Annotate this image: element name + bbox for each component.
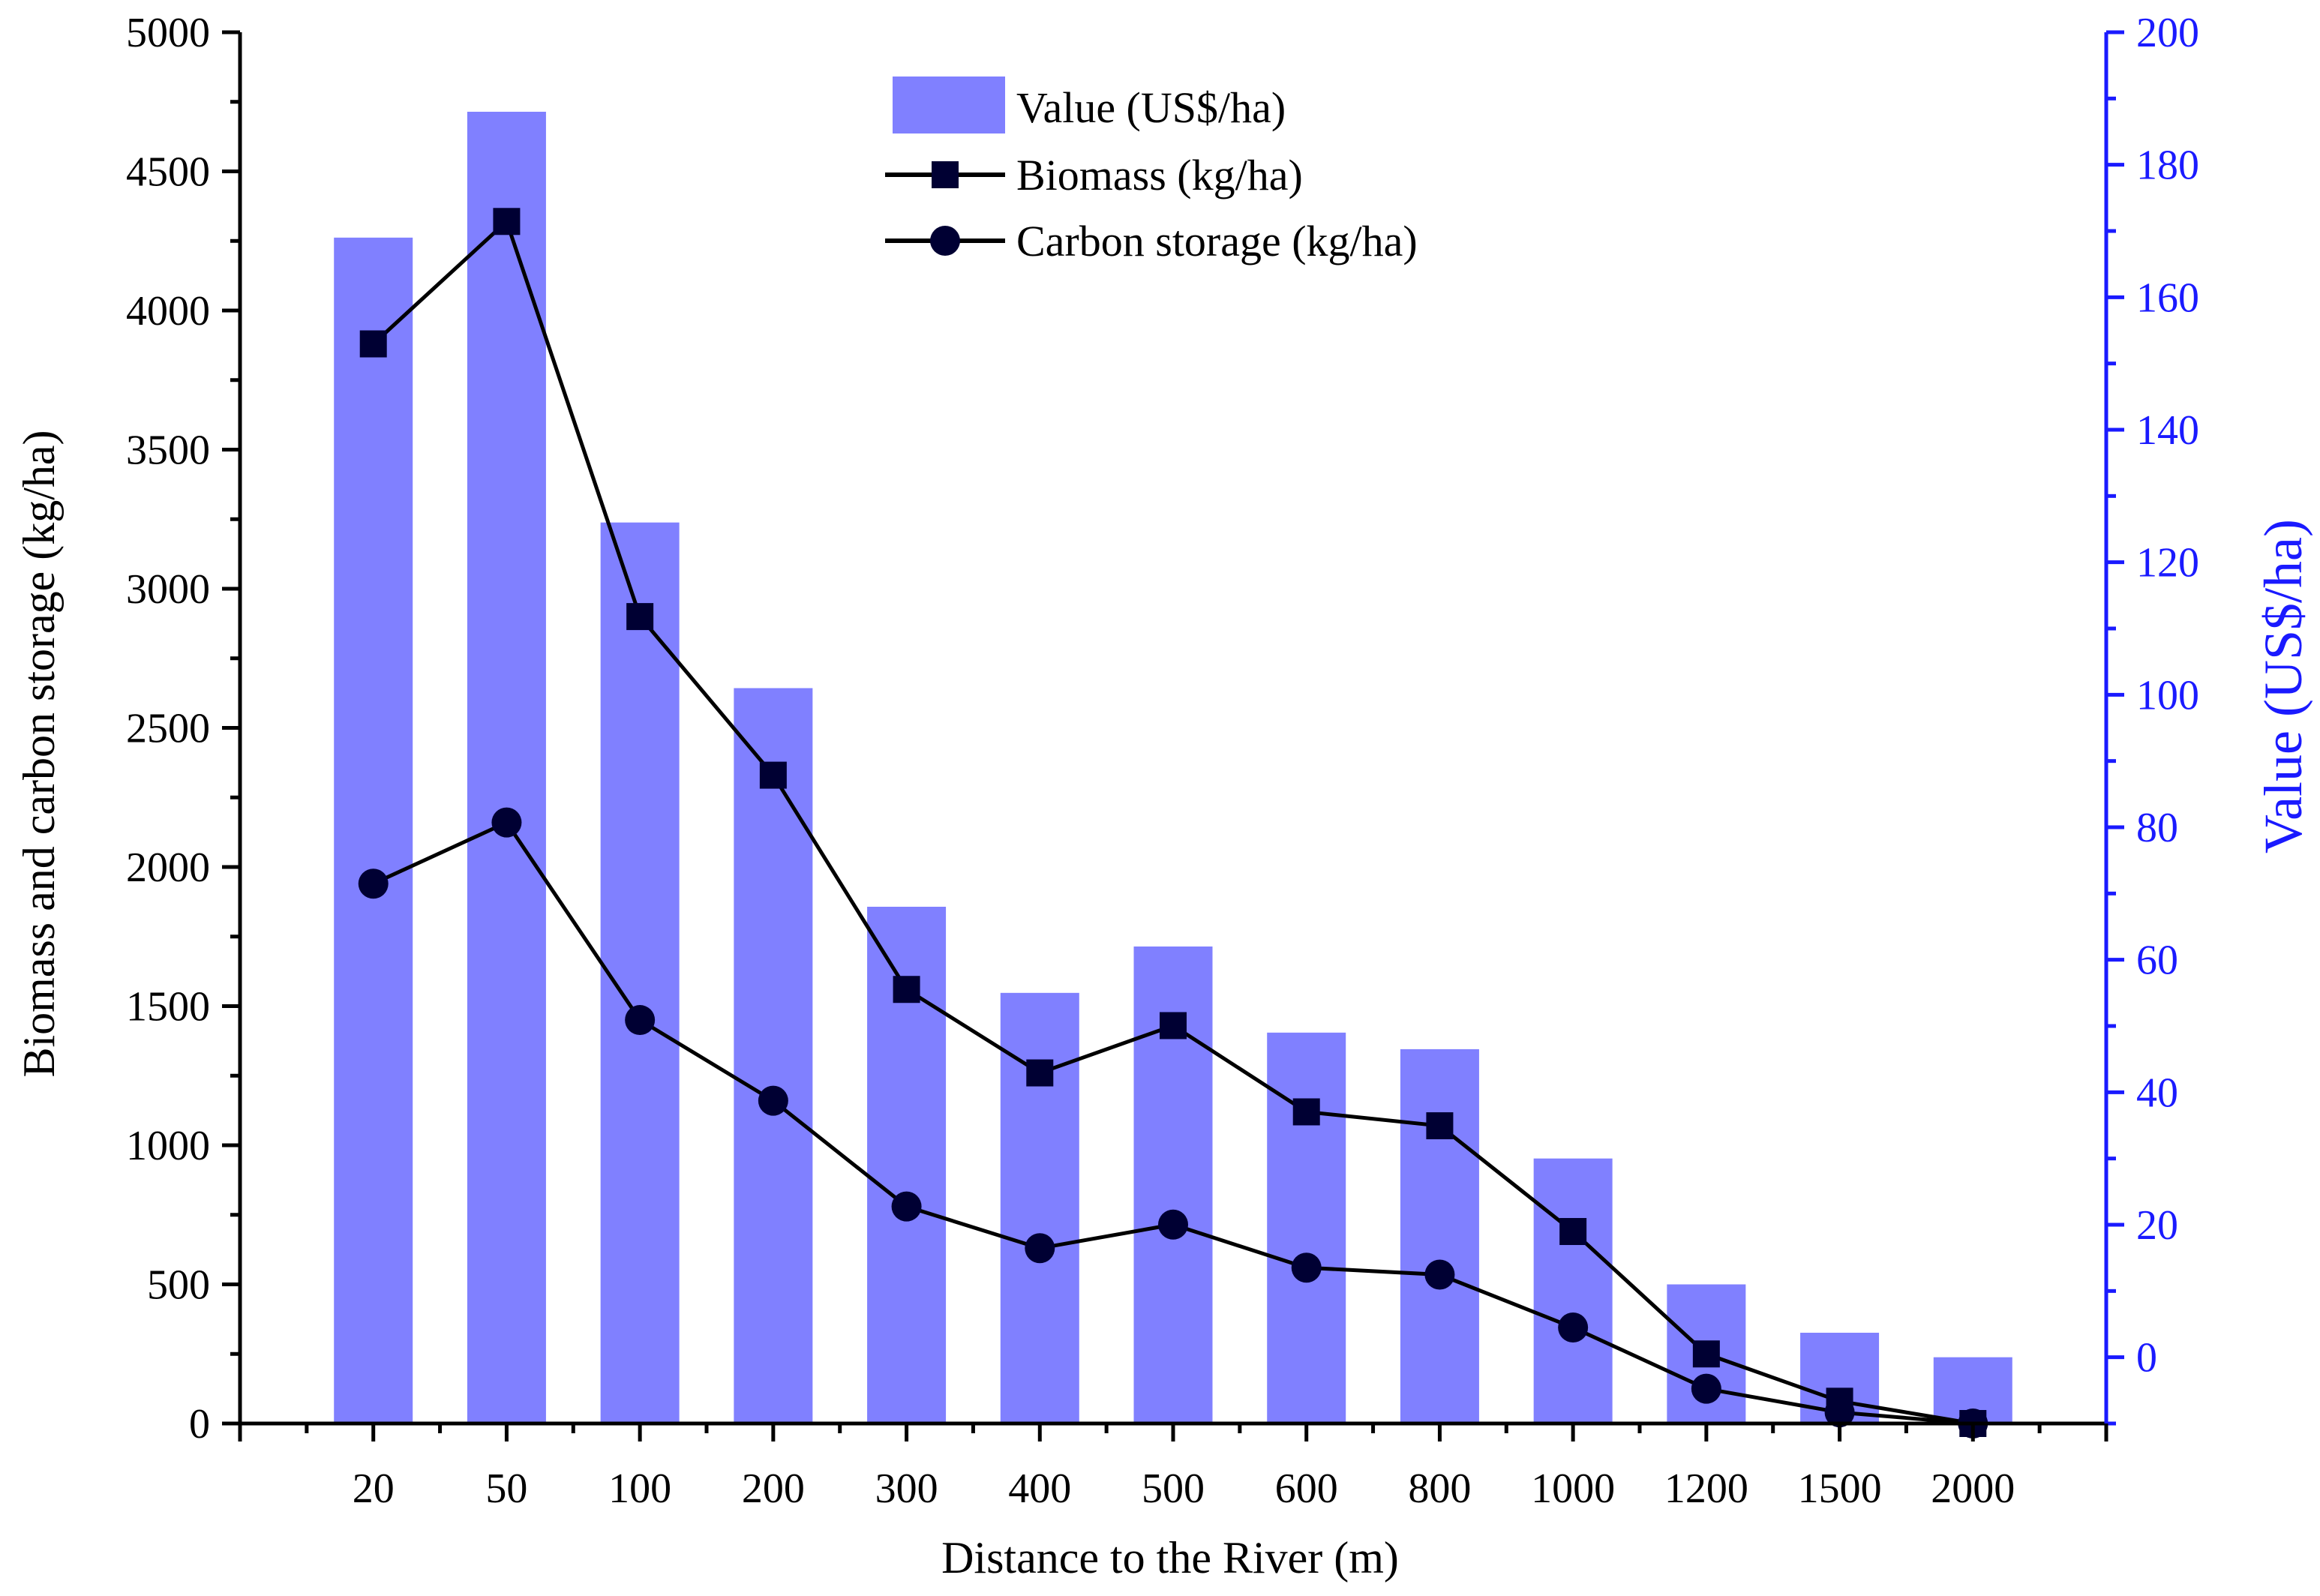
marker-carbon-1200 xyxy=(1691,1373,1721,1404)
marker-carbon-800 xyxy=(1424,1259,1455,1290)
x-tick-label: 400 xyxy=(1008,1466,1071,1512)
marker-carbon-300 xyxy=(891,1191,922,1222)
y-tick-label-left: 5000 xyxy=(126,10,210,56)
y-axis-title-right: Value (US$/ha) xyxy=(2253,519,2313,854)
y-tick-label-right: 120 xyxy=(2136,540,2199,586)
y-tick-label-left: 3000 xyxy=(126,566,210,613)
marker-biomass-1000 xyxy=(1559,1218,1587,1246)
x-tick-label: 800 xyxy=(1408,1466,1471,1512)
marker-carbon-100 xyxy=(625,1005,656,1036)
marker-biomass-20 xyxy=(359,330,387,358)
legend-swatch-value xyxy=(893,76,1005,134)
y-tick-label-left: 2000 xyxy=(126,844,210,891)
marker-carbon-20 xyxy=(358,868,389,899)
marker-biomass-100 xyxy=(626,603,654,631)
bar-value-100 xyxy=(600,522,680,1424)
y-tick-label-right: 200 xyxy=(2136,10,2199,56)
y-tick-label-left: 4500 xyxy=(126,149,210,196)
x-tick-label: 200 xyxy=(742,1466,805,1512)
marker-biomass-500 xyxy=(1160,1012,1187,1040)
bar-value-200 xyxy=(734,688,813,1424)
marker-carbon-1500 xyxy=(1824,1397,1855,1428)
x-tick-label: 1200 xyxy=(1664,1466,1748,1512)
marker-carbon-200 xyxy=(758,1085,788,1116)
legend-label-biomass: Biomass (kg/ha) xyxy=(1016,151,1303,200)
x-tick-label: 50 xyxy=(485,1466,527,1512)
bar-series xyxy=(334,112,2012,1424)
y-tick-label-left: 3500 xyxy=(126,428,210,474)
marker-carbon-400 xyxy=(1025,1233,1055,1264)
y-tick-label-right: 160 xyxy=(2136,274,2199,321)
axes: 0500100015002000250030003500400045005000… xyxy=(126,10,2199,1512)
y-tick-label-right: 180 xyxy=(2136,142,2199,189)
legend-marker-biomass xyxy=(932,161,959,188)
legend-label-carbon: Carbon storage (kg/ha) xyxy=(1016,217,1418,266)
marker-carbon-600 xyxy=(1291,1252,1322,1283)
x-tick-label: 1500 xyxy=(1798,1466,1882,1512)
x-tick-label: 2000 xyxy=(1931,1466,2015,1512)
x-tick-label: 100 xyxy=(608,1466,671,1512)
y-axis-title-left: Biomass and carbon storage (kg/ha) xyxy=(14,430,64,1077)
marker-biomass-800 xyxy=(1426,1112,1454,1140)
bar-value-50 xyxy=(467,112,546,1424)
y-tick-label-right: 100 xyxy=(2136,672,2199,718)
x-axis-title: Distance to the River (m) xyxy=(941,1533,1399,1582)
x-tick-label: 1000 xyxy=(1531,1466,1615,1512)
marker-biomass-600 xyxy=(1292,1098,1320,1126)
x-tick-label: 600 xyxy=(1275,1466,1338,1512)
marker-carbon-500 xyxy=(1158,1209,1188,1240)
y-tick-label-right: 20 xyxy=(2136,1202,2178,1249)
marker-carbon-50 xyxy=(491,807,522,838)
bar-value-20 xyxy=(334,237,413,1424)
y-tick-label-left: 0 xyxy=(189,1401,210,1448)
y-tick-label-right: 40 xyxy=(2136,1070,2178,1116)
y-tick-label-left: 4000 xyxy=(126,288,210,334)
bar-value-800 xyxy=(1400,1048,1479,1424)
bar-value-600 xyxy=(1267,1032,1346,1424)
legend-label-value: Value (US$/ha) xyxy=(1016,83,1286,132)
y-tick-label-left: 500 xyxy=(147,1262,210,1309)
y-tick-label-right: 0 xyxy=(2136,1335,2157,1382)
y-tick-label-left: 1000 xyxy=(126,1123,210,1169)
bar-value-1000 xyxy=(1533,1158,1613,1424)
marker-biomass-50 xyxy=(493,208,521,236)
y-tick-label-left: 2500 xyxy=(126,706,210,752)
legend: Value (US$/ha) Biomass (kg/ha) Carbon st… xyxy=(885,76,1418,266)
marker-carbon-1000 xyxy=(1558,1312,1589,1343)
y-tick-label-right: 140 xyxy=(2136,407,2199,454)
marker-biomass-300 xyxy=(893,976,920,1004)
y-tick-label-left: 1500 xyxy=(126,984,210,1030)
x-tick-label: 20 xyxy=(353,1466,395,1512)
marker-biomass-1200 xyxy=(1692,1340,1720,1368)
marker-biomass-400 xyxy=(1026,1059,1054,1087)
marker-biomass-200 xyxy=(759,761,787,789)
x-tick-label: 300 xyxy=(875,1466,938,1512)
y-tick-label-right: 80 xyxy=(2136,805,2178,851)
legend-marker-carbon xyxy=(930,226,960,256)
x-tick-label: 500 xyxy=(1142,1466,1205,1512)
y-tick-label-right: 60 xyxy=(2136,938,2178,984)
